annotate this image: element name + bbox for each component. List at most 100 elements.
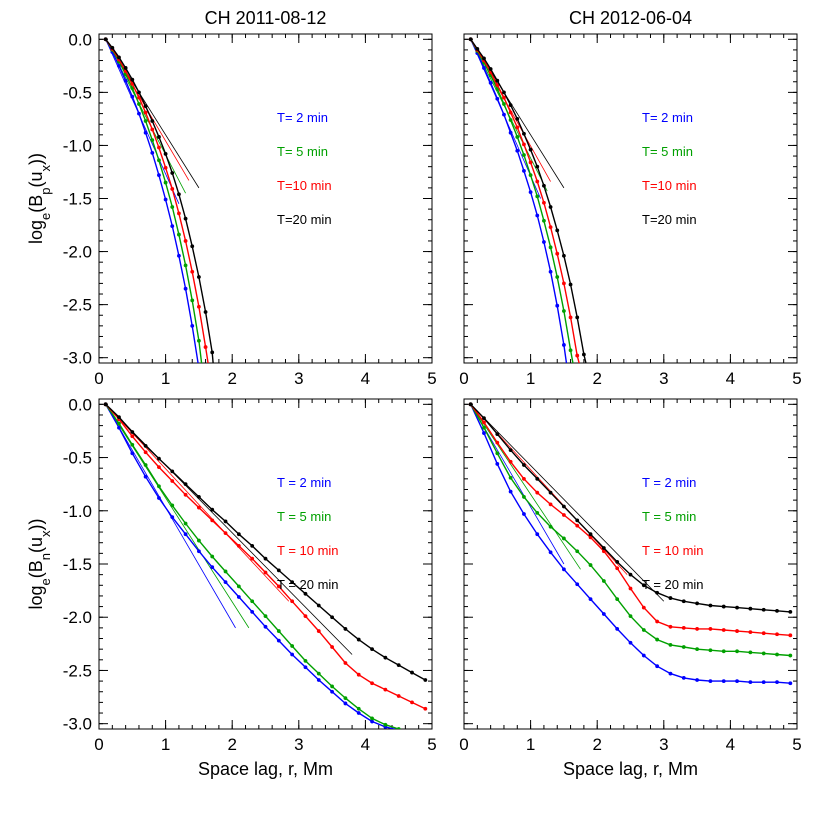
data-point <box>410 670 414 675</box>
series-line <box>105 403 398 729</box>
data-point <box>668 624 673 629</box>
data-point <box>343 696 348 701</box>
data-point <box>190 269 195 274</box>
data-point <box>522 153 526 157</box>
data-point <box>788 633 793 638</box>
data-point <box>117 415 121 419</box>
data-point <box>475 46 480 51</box>
data-point <box>615 597 620 602</box>
y-tick-label: -1.5 <box>63 555 92 574</box>
data-point <box>223 569 228 574</box>
data-point <box>535 476 540 481</box>
data-point <box>236 584 241 589</box>
data-point <box>370 716 374 721</box>
data-point <box>143 474 148 479</box>
data-point <box>177 232 181 237</box>
data-point <box>183 286 188 291</box>
data-point <box>508 448 513 452</box>
data-point <box>568 348 573 353</box>
data-point <box>130 451 135 456</box>
data-point <box>130 81 135 86</box>
data-point <box>370 647 374 652</box>
data-point <box>655 637 660 642</box>
data-point <box>562 253 566 258</box>
x-tick-label: 2 <box>592 735 601 754</box>
data-point <box>117 421 121 426</box>
data-point <box>263 614 268 619</box>
legend-entry: T= 2 min <box>277 110 328 125</box>
data-point <box>143 443 148 448</box>
data-point <box>535 532 540 537</box>
data-point <box>130 442 135 447</box>
x-tick-label: 0 <box>94 735 103 754</box>
data-point <box>508 110 513 115</box>
data-point <box>137 111 141 116</box>
data-point <box>290 580 295 584</box>
data-point <box>170 479 175 483</box>
data-point <box>250 544 255 548</box>
data-point <box>150 119 155 123</box>
x-tick-label: 5 <box>792 369 801 388</box>
data-point <box>210 554 215 559</box>
data-point <box>748 650 753 655</box>
plot-area <box>103 37 215 370</box>
series-line <box>105 403 426 710</box>
data-point <box>495 83 500 87</box>
data-point <box>123 66 128 70</box>
data-point <box>502 90 506 95</box>
data-point <box>157 456 161 461</box>
data-point <box>695 627 699 631</box>
data-point <box>588 535 593 540</box>
data-point <box>542 218 546 223</box>
data-point <box>370 719 374 724</box>
data-point <box>200 366 204 370</box>
data-point <box>775 680 779 685</box>
data-point <box>330 684 334 689</box>
data-point <box>628 586 633 591</box>
data-point <box>468 402 473 407</box>
data-point <box>515 135 520 139</box>
data-point <box>170 224 175 228</box>
data-point <box>721 604 726 609</box>
data-point <box>303 614 308 619</box>
data-point <box>203 345 208 349</box>
data-point <box>250 599 255 604</box>
data-point <box>223 531 228 536</box>
data-point <box>548 524 553 529</box>
x-tick-label: 1 <box>161 369 170 388</box>
data-point <box>641 583 646 588</box>
data-point <box>157 484 161 489</box>
x-tick-label: 4 <box>726 369 735 388</box>
data-point <box>290 644 295 648</box>
y-tick-label: -1.5 <box>63 190 92 209</box>
data-point <box>515 117 520 121</box>
data-point <box>601 549 606 554</box>
data-point <box>170 171 175 175</box>
data-point <box>668 596 673 600</box>
data-point <box>137 95 141 100</box>
data-point <box>775 652 779 657</box>
data-point <box>695 678 699 682</box>
data-point <box>655 664 660 669</box>
panel-top-left: 0 1 2 3 4 5 0.0 -0.5 -1.0 -1.5 -2.0 -2.5 -3.0 CH 2011… <box>26 8 437 388</box>
x-axis-label: Space lag, r, Mm <box>198 759 333 779</box>
data-point <box>535 164 540 169</box>
data-point <box>535 511 540 515</box>
data-point <box>356 711 361 715</box>
data-point <box>482 425 486 430</box>
data-point <box>207 366 211 370</box>
data-point <box>197 495 201 499</box>
data-point <box>495 462 500 466</box>
data-point <box>628 614 633 619</box>
data-point <box>502 112 506 117</box>
data-point <box>535 213 540 218</box>
data-point <box>143 104 148 109</box>
data-point <box>788 681 793 686</box>
data-point <box>163 180 168 185</box>
legend-entry: T=10 min <box>642 178 697 193</box>
data-point <box>615 627 620 631</box>
legend-entry: T = 5 min <box>277 509 331 524</box>
legend-entry: T= 5 min <box>277 144 328 159</box>
data-point <box>542 200 546 205</box>
data-point <box>681 676 686 680</box>
